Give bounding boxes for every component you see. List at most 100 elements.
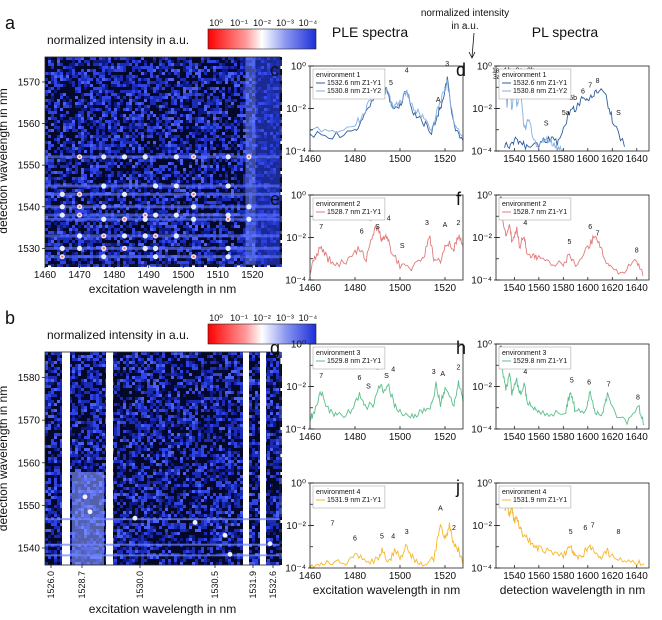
heatmap-pixel — [93, 222, 96, 225]
heatmap-pixel — [162, 210, 165, 213]
heatmap-pixel — [231, 174, 234, 177]
heatmap-pixel — [78, 138, 81, 141]
heatmap-pixel — [66, 126, 69, 129]
heatmap-pixel — [66, 258, 69, 261]
heatmap-pixel — [126, 105, 129, 108]
heatmap-pixel — [180, 168, 183, 171]
heatmap-pixel — [93, 129, 96, 132]
heatmap-pixel — [51, 111, 54, 114]
heatmap-pixel — [210, 201, 213, 204]
heatmap-pixel — [102, 84, 105, 87]
x-tick-label-a: 1490 — [138, 270, 161, 281]
heatmap-pixel — [99, 240, 102, 243]
heatmap-pixel — [177, 126, 180, 129]
heatmap-pixel — [228, 159, 231, 162]
heatmap-pixel — [198, 261, 201, 264]
heatmap-pixel — [123, 57, 126, 60]
heatmap-pixel — [171, 231, 174, 234]
heatmap-pixel — [126, 60, 129, 63]
heatmap-pixel — [63, 102, 66, 105]
heatmap-pixel — [147, 240, 150, 243]
heatmap-pixel — [156, 355, 159, 358]
heatmap-pixel — [144, 264, 147, 267]
heatmap-pixel — [48, 147, 51, 150]
heatmap-pixel — [183, 240, 186, 243]
heatmap-pixel — [123, 129, 126, 132]
heatmap-pixel — [102, 355, 105, 358]
heatmap-pixel — [66, 57, 69, 60]
heatmap-pixel — [123, 141, 126, 144]
heatmap-pixel — [51, 252, 54, 255]
heatmap-pixel — [75, 264, 78, 267]
heatmap-pixel — [240, 210, 243, 213]
heatmap-pixel — [81, 165, 84, 168]
heatmap-pixel — [141, 135, 144, 138]
heatmap-pixel — [171, 102, 174, 105]
heatmap-pixel — [99, 261, 102, 264]
heatmap-spot — [60, 246, 65, 251]
heatmap-pixel — [78, 240, 81, 243]
heatmap-pixel — [162, 87, 165, 90]
heatmap-pixel — [132, 99, 135, 102]
heatmap-pixel — [66, 147, 69, 150]
heatmap-pixel — [105, 114, 108, 117]
heatmap-pixel — [69, 210, 72, 213]
heatmap-pixel — [189, 159, 192, 162]
heatmap-pixel — [72, 126, 75, 129]
heatmap-pixel — [165, 138, 168, 141]
heatmap-pixel — [57, 240, 60, 243]
heatmap-pixel — [75, 150, 78, 153]
heatmap-pixel — [48, 69, 51, 72]
heatmap-pixel — [75, 99, 78, 102]
heatmap-pixel — [183, 126, 186, 129]
heatmap-pixel — [186, 210, 189, 213]
x-axis-label-a: excitation wavelength in nm — [89, 282, 236, 296]
heatmap-pixel — [183, 171, 186, 174]
heatmap-pixel — [93, 138, 96, 141]
heatmap-pixel — [132, 147, 135, 150]
heatmap-pixel — [111, 144, 114, 147]
heatmap-pixel — [210, 90, 213, 93]
heatmap-pixel — [231, 147, 234, 150]
heatmap-row-line — [45, 184, 280, 187]
heatmap-pixel — [117, 117, 120, 120]
heatmap-pixel — [177, 87, 180, 90]
heatmap-pixel — [60, 75, 63, 78]
heatmap-pixel — [132, 141, 135, 144]
heatmap-pixel — [225, 210, 228, 213]
heatmap-pixel — [111, 237, 114, 240]
heatmap-pixel — [207, 99, 210, 102]
heatmap-pixel — [192, 159, 195, 162]
heatmap-pixel — [90, 78, 93, 81]
heatmap-pixel — [210, 72, 213, 75]
heatmap-pixel — [225, 96, 228, 99]
heatmap-pixel — [84, 126, 87, 129]
heatmap-spot-peak — [123, 247, 125, 249]
heatmap-pixel — [213, 90, 216, 93]
heatmap-pixel — [207, 66, 210, 69]
heatmap-pixel — [102, 132, 105, 135]
heatmap-pixel — [192, 225, 195, 228]
heatmap-pixel — [69, 126, 72, 129]
heatmap-pixel — [132, 177, 135, 180]
heatmap-pixel — [81, 66, 84, 69]
heatmap-pixel — [123, 225, 126, 228]
heatmap-pixel — [189, 129, 192, 132]
heatmap-pixel — [96, 159, 99, 162]
heatmap-pixel — [177, 132, 180, 135]
heatmap-pixel — [219, 87, 222, 90]
heatmap-pixel — [177, 355, 180, 358]
heatmap-pixel — [54, 225, 57, 228]
heatmap-pixel — [225, 264, 228, 267]
heatmap-pixel — [171, 108, 174, 111]
heatmap-pixel — [234, 165, 237, 168]
heatmap-pixel — [210, 111, 213, 114]
heatmap-pixel — [177, 120, 180, 123]
heatmap-pixel — [69, 114, 72, 117]
heatmap-pixel — [63, 162, 66, 165]
heatmap-pixel — [195, 264, 198, 267]
heatmap-pixel — [66, 111, 69, 114]
heatmap-pixel — [141, 180, 144, 183]
heatmap-pixel — [108, 231, 111, 234]
heatmap-pixel — [201, 87, 204, 90]
